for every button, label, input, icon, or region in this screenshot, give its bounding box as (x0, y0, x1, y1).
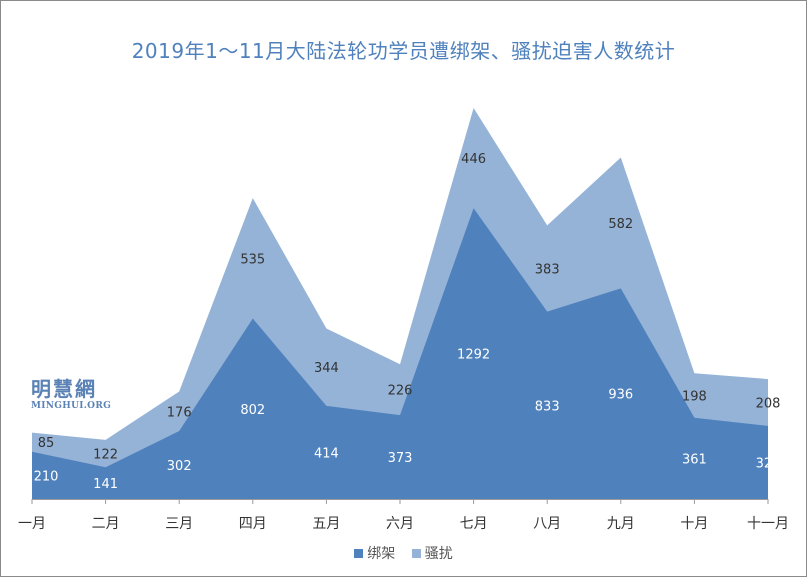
x-tick-label: 三月 (165, 516, 193, 532)
data-label-harass: 198 (682, 390, 707, 405)
data-label-harass: 344 (314, 361, 339, 376)
data-label-kidnap: 1292 (457, 348, 490, 363)
data-label-layer: 210 141 302 802 414 373 1292 833 936 361 325 85 122 1… (34, 152, 781, 492)
x-axis: 一月 二月 三月 四月 五月 六月 七月 八月 九月 十月 十一月 (18, 499, 789, 532)
data-label-harass: 582 (608, 217, 633, 232)
x-tick-label: 二月 (92, 516, 120, 532)
data-label-harass: 208 (756, 396, 781, 411)
legend-label-harass: 骚扰 (424, 546, 453, 562)
legend-swatch-harass (411, 548, 421, 558)
x-tick-label: 十月 (680, 516, 708, 532)
legend-label-kidnap: 绑架 (367, 546, 396, 562)
area-layer (32, 107, 768, 500)
data-label-harass: 226 (388, 384, 413, 399)
minghui-logo: 明慧網 MINGHUI.ORG (31, 377, 111, 411)
logo-text-cn: 明慧網 (31, 377, 97, 401)
x-tick-label: 十一月 (747, 516, 789, 532)
data-label-kidnap: 302 (167, 459, 192, 474)
data-label-kidnap: 802 (240, 403, 265, 418)
x-tick-label: 五月 (312, 516, 340, 532)
data-label-kidnap: 361 (682, 452, 707, 467)
data-label-harass: 176 (167, 405, 192, 420)
data-label-harass: 122 (93, 448, 118, 463)
data-label-kidnap: 373 (388, 451, 413, 466)
data-label-harass: 85 (38, 436, 55, 451)
x-tick-label: 九月 (607, 516, 635, 532)
area-series-kidnap (32, 208, 768, 500)
data-label-kidnap: 414 (314, 446, 339, 461)
data-label-harass: 446 (461, 152, 486, 167)
chart-title: 2019年1～11月大陆法轮功学员遭绑架、骚扰迫害人数统计 (131, 39, 676, 63)
x-tick-label: 四月 (239, 516, 267, 532)
legend-item-kidnap: 绑架 (354, 543, 395, 563)
data-label-harass: 535 (240, 252, 265, 267)
legend: 绑架 骚扰 (1, 543, 806, 563)
logo-text-en: MINGHUI.ORG (31, 401, 112, 411)
x-tick-label: 六月 (386, 516, 414, 532)
x-tick-label: 七月 (460, 516, 488, 532)
legend-swatch-kidnap (354, 548, 364, 558)
data-label-kidnap: 141 (93, 477, 118, 492)
data-label-kidnap: 936 (608, 388, 633, 403)
x-tick-label: 八月 (533, 516, 561, 532)
x-tick-label: 一月 (18, 516, 46, 532)
data-label-kidnap: 210 (34, 469, 59, 484)
legend-item-harass: 骚扰 (411, 543, 453, 563)
data-label-harass: 383 (535, 262, 560, 277)
data-label-kidnap: 833 (535, 399, 560, 414)
data-label-kidnap: 325 (756, 456, 781, 471)
